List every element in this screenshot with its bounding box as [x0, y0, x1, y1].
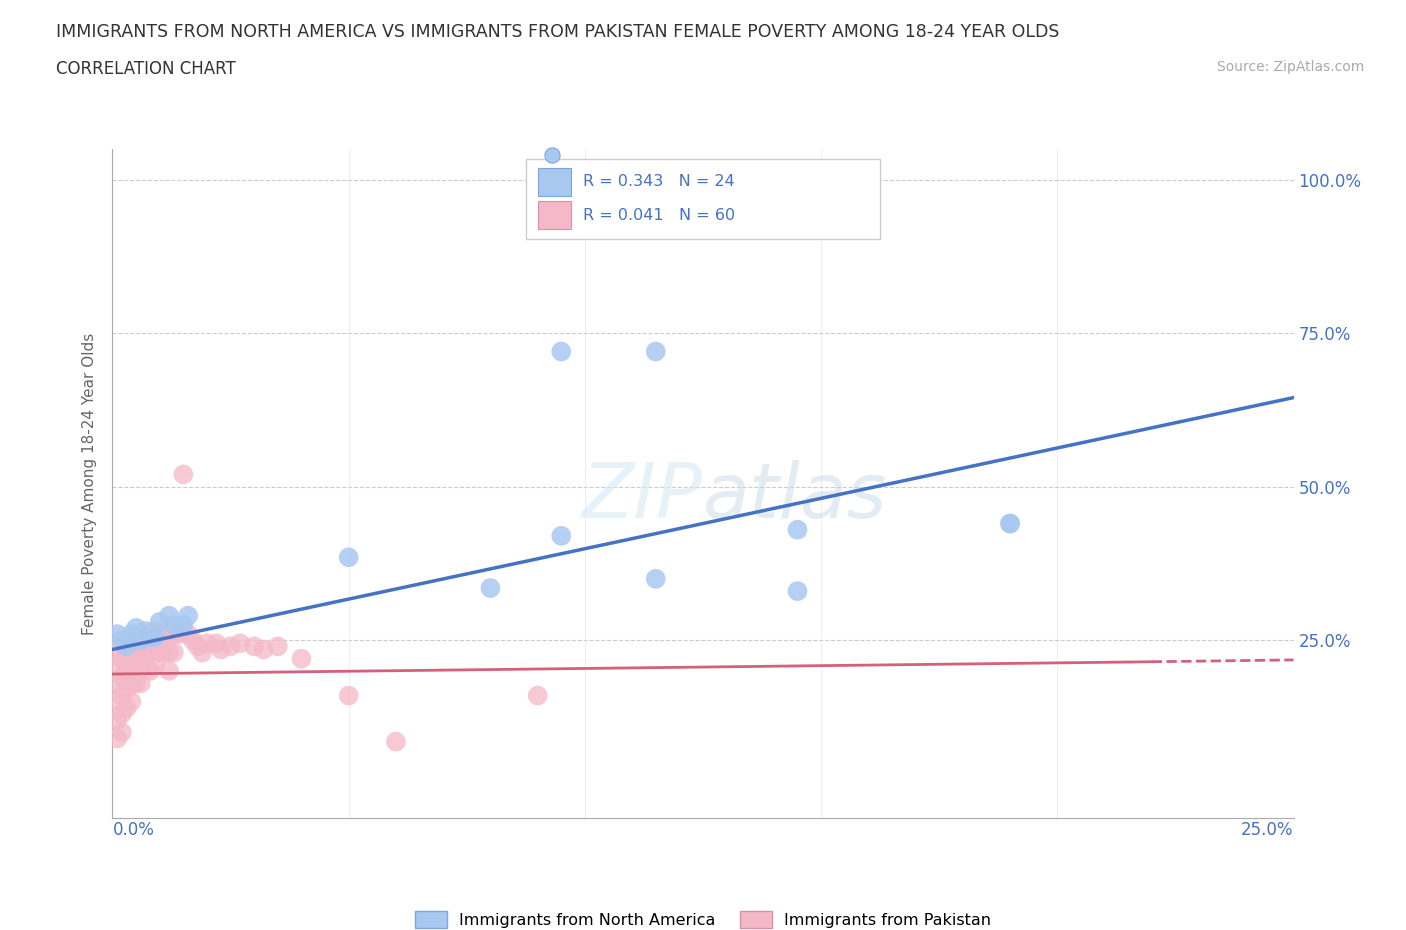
- Point: [191, 645, 214, 660]
- Point: [135, 624, 157, 639]
- Text: Source: ZipAtlas.com: Source: ZipAtlas.com: [1216, 60, 1364, 74]
- Point: [115, 700, 138, 715]
- Point: [219, 639, 242, 654]
- Point: [644, 571, 666, 586]
- Point: [139, 645, 162, 660]
- Point: [125, 676, 148, 691]
- FancyBboxPatch shape: [537, 167, 571, 195]
- Point: [157, 663, 180, 678]
- Point: [120, 694, 142, 709]
- Point: [149, 615, 172, 630]
- Point: [105, 712, 128, 727]
- Point: [135, 632, 157, 647]
- Text: 0.0%: 0.0%: [112, 821, 155, 840]
- Point: [177, 627, 200, 642]
- Point: [253, 642, 276, 657]
- Point: [115, 682, 138, 697]
- Point: [786, 584, 808, 599]
- Text: 25.0%: 25.0%: [1241, 821, 1294, 840]
- Point: [143, 624, 166, 639]
- Point: [120, 639, 142, 654]
- Point: [153, 627, 176, 642]
- Point: [149, 645, 172, 660]
- Point: [105, 731, 128, 746]
- Y-axis label: Female Poverty Among 18-24 Year Olds: Female Poverty Among 18-24 Year Olds: [82, 333, 97, 635]
- Point: [139, 630, 162, 644]
- Text: ZIP: ZIP: [582, 460, 703, 534]
- Point: [998, 516, 1021, 531]
- Point: [105, 627, 128, 642]
- Text: R = 0.343   N = 24: R = 0.343 N = 24: [582, 174, 734, 189]
- Point: [143, 630, 166, 644]
- Point: [267, 639, 290, 654]
- Point: [120, 627, 142, 642]
- Text: atlas: atlas: [703, 460, 887, 534]
- Point: [139, 663, 162, 678]
- Point: [105, 694, 128, 709]
- Legend: Immigrants from North America, Immigrants from Pakistan: Immigrants from North America, Immigrant…: [408, 905, 998, 930]
- Point: [644, 344, 666, 359]
- FancyBboxPatch shape: [537, 201, 571, 229]
- Point: [125, 639, 148, 654]
- Point: [105, 639, 128, 654]
- Point: [129, 639, 152, 654]
- Point: [125, 658, 148, 672]
- Point: [550, 344, 572, 359]
- Point: [157, 645, 180, 660]
- Point: [195, 636, 218, 651]
- Point: [105, 658, 128, 672]
- Point: [550, 528, 572, 543]
- Point: [105, 676, 128, 691]
- Point: [167, 627, 190, 642]
- Point: [163, 618, 186, 632]
- Point: [135, 651, 157, 666]
- Point: [129, 658, 152, 672]
- Point: [157, 627, 180, 642]
- Point: [229, 636, 252, 651]
- FancyBboxPatch shape: [526, 159, 880, 239]
- Point: [149, 627, 172, 642]
- Point: [337, 550, 360, 565]
- Point: [786, 523, 808, 538]
- Point: [111, 707, 134, 722]
- Point: [243, 639, 266, 654]
- Point: [111, 632, 134, 647]
- Point: [125, 620, 148, 635]
- Point: [181, 632, 204, 647]
- Point: [172, 467, 194, 482]
- Point: [143, 642, 166, 657]
- Point: [111, 651, 134, 666]
- Point: [111, 670, 134, 684]
- Point: [209, 642, 232, 657]
- Point: [479, 580, 502, 595]
- Point: [120, 676, 142, 691]
- Point: [186, 639, 208, 654]
- Point: [163, 645, 186, 660]
- Point: [115, 663, 138, 678]
- Point: [177, 608, 200, 623]
- Point: [163, 627, 186, 642]
- Text: IMMIGRANTS FROM NORTH AMERICA VS IMMIGRANTS FROM PAKISTAN FEMALE POVERTY AMONG 1: IMMIGRANTS FROM NORTH AMERICA VS IMMIGRA…: [56, 23, 1060, 41]
- Point: [205, 636, 228, 651]
- Point: [337, 688, 360, 703]
- Text: CORRELATION CHART: CORRELATION CHART: [56, 60, 236, 78]
- Point: [385, 734, 408, 749]
- Point: [111, 688, 134, 703]
- Point: [115, 639, 138, 654]
- Point: [172, 618, 194, 632]
- Point: [526, 688, 548, 703]
- Point: [115, 645, 138, 660]
- Point: [143, 658, 166, 672]
- Text: R = 0.041   N = 60: R = 0.041 N = 60: [582, 207, 735, 222]
- Point: [153, 645, 176, 660]
- Point: [157, 608, 180, 623]
- Point: [120, 658, 142, 672]
- Point: [129, 632, 152, 647]
- Point: [111, 725, 134, 740]
- Point: [139, 627, 162, 642]
- Point: [129, 676, 152, 691]
- Point: [290, 651, 312, 666]
- Point: [998, 516, 1021, 531]
